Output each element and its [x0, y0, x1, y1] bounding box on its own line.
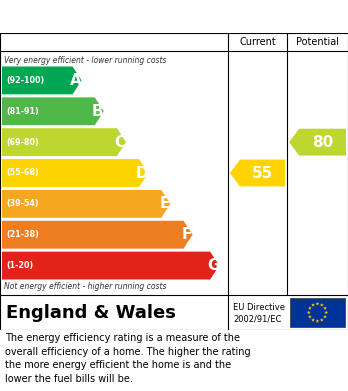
Polygon shape — [316, 319, 319, 323]
Text: Energy Efficiency Rating: Energy Efficiency Rating — [7, 9, 217, 24]
Polygon shape — [2, 252, 219, 280]
Text: (92-100): (92-100) — [6, 76, 44, 85]
Polygon shape — [307, 310, 311, 314]
Text: EU Directive: EU Directive — [233, 303, 285, 312]
Polygon shape — [324, 310, 328, 314]
Polygon shape — [2, 190, 171, 218]
Text: (21-38): (21-38) — [6, 230, 39, 239]
Polygon shape — [2, 128, 126, 156]
Text: Current: Current — [239, 37, 276, 47]
Text: Not energy efficient - higher running costs: Not energy efficient - higher running co… — [4, 282, 166, 291]
Text: A: A — [70, 73, 82, 88]
Text: Potential: Potential — [296, 37, 339, 47]
Text: G: G — [207, 258, 220, 273]
Polygon shape — [289, 129, 346, 156]
Text: (55-68): (55-68) — [6, 169, 39, 178]
Polygon shape — [308, 315, 312, 318]
Text: England & Wales: England & Wales — [6, 303, 176, 321]
Polygon shape — [2, 97, 104, 125]
Polygon shape — [316, 302, 319, 305]
Polygon shape — [311, 303, 315, 307]
Polygon shape — [2, 159, 148, 187]
Text: C: C — [114, 135, 126, 150]
Text: 80: 80 — [312, 135, 333, 150]
Polygon shape — [230, 160, 285, 187]
Polygon shape — [2, 66, 81, 94]
Polygon shape — [323, 306, 327, 310]
Text: 55: 55 — [252, 165, 273, 181]
Text: (69-80): (69-80) — [6, 138, 39, 147]
Text: (1-20): (1-20) — [6, 261, 33, 270]
Text: Very energy efficient - lower running costs: Very energy efficient - lower running co… — [4, 56, 166, 65]
Text: (81-91): (81-91) — [6, 107, 39, 116]
Polygon shape — [323, 315, 327, 318]
Text: B: B — [92, 104, 104, 119]
Text: F: F — [182, 227, 192, 242]
Text: E: E — [159, 196, 170, 212]
Text: D: D — [136, 165, 149, 181]
Polygon shape — [308, 306, 312, 310]
Polygon shape — [2, 221, 192, 249]
Text: The energy efficiency rating is a measure of the
overall efficiency of a home. T: The energy efficiency rating is a measur… — [5, 333, 251, 384]
Bar — [290, 298, 345, 327]
Text: (39-54): (39-54) — [6, 199, 39, 208]
Polygon shape — [320, 318, 324, 322]
Polygon shape — [311, 318, 315, 322]
Text: 2002/91/EC: 2002/91/EC — [233, 315, 281, 324]
Polygon shape — [320, 303, 324, 307]
